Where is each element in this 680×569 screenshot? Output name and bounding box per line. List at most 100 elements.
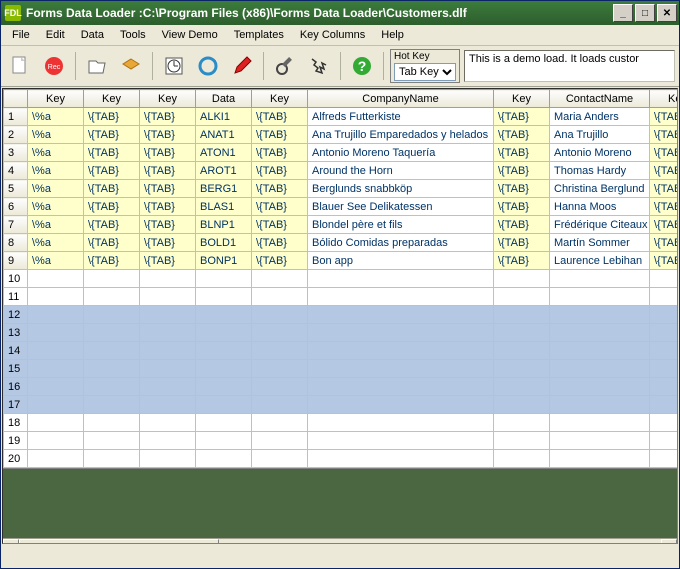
row-header[interactable]: 11 bbox=[4, 288, 28, 306]
minimize-button[interactable]: _ bbox=[613, 4, 633, 22]
titlebar[interactable]: FDL Forms Data Loader :C:\Program Files … bbox=[1, 1, 679, 25]
empty-cell[interactable] bbox=[140, 396, 196, 414]
row-header[interactable]: 12 bbox=[4, 306, 28, 324]
layer-icon[interactable] bbox=[116, 51, 146, 81]
col-header-key[interactable]: Key bbox=[140, 90, 196, 108]
empty-cell[interactable] bbox=[140, 432, 196, 450]
empty-cell[interactable] bbox=[650, 288, 679, 306]
col-header-key[interactable]: Key bbox=[84, 90, 140, 108]
key-cell[interactable]: \{TAB} bbox=[252, 216, 308, 234]
key-cell[interactable]: \{TAB} bbox=[494, 252, 550, 270]
empty-cell[interactable] bbox=[308, 432, 494, 450]
empty-cell[interactable] bbox=[252, 270, 308, 288]
empty-cell[interactable] bbox=[28, 306, 84, 324]
empty-cell[interactable] bbox=[550, 450, 650, 468]
row-header[interactable]: 13 bbox=[4, 324, 28, 342]
empty-cell[interactable] bbox=[28, 324, 84, 342]
key-cell[interactable]: \{TAB} bbox=[84, 180, 140, 198]
key-cell[interactable]: \{TAB} bbox=[252, 180, 308, 198]
hotkey-select[interactable]: Tab Key bbox=[394, 63, 456, 81]
col-header-key[interactable]: Key bbox=[252, 90, 308, 108]
empty-cell[interactable] bbox=[84, 432, 140, 450]
empty-cell[interactable] bbox=[252, 432, 308, 450]
key-cell[interactable]: \{TAB} bbox=[494, 162, 550, 180]
key-cell[interactable]: \{TAB} bbox=[252, 252, 308, 270]
refresh-icon[interactable] bbox=[193, 51, 223, 81]
key-cell[interactable]: \{TAB} bbox=[650, 252, 679, 270]
key-cell[interactable]: \{TAB} bbox=[140, 162, 196, 180]
empty-cell[interactable] bbox=[494, 288, 550, 306]
table-row[interactable]: 14 bbox=[4, 342, 679, 360]
data-cell[interactable]: BLAS1 bbox=[196, 198, 252, 216]
row-header[interactable]: 14 bbox=[4, 342, 28, 360]
empty-cell[interactable] bbox=[28, 432, 84, 450]
empty-cell[interactable] bbox=[252, 324, 308, 342]
empty-cell[interactable] bbox=[494, 450, 550, 468]
table-row[interactable]: 10 bbox=[4, 270, 679, 288]
key-cell[interactable]: \{TAB} bbox=[84, 144, 140, 162]
key-cell[interactable]: \{TAB} bbox=[140, 180, 196, 198]
empty-cell[interactable] bbox=[252, 414, 308, 432]
row-header[interactable]: 3 bbox=[4, 144, 28, 162]
corner-header[interactable] bbox=[4, 90, 28, 108]
menu-view-demo[interactable]: View Demo bbox=[155, 27, 225, 43]
empty-cell[interactable] bbox=[494, 324, 550, 342]
empty-cell[interactable] bbox=[252, 306, 308, 324]
empty-cell[interactable] bbox=[196, 414, 252, 432]
key-cell[interactable]: \{TAB} bbox=[84, 216, 140, 234]
key-cell[interactable]: \%a bbox=[28, 162, 84, 180]
run-icon[interactable] bbox=[304, 51, 334, 81]
row-header[interactable]: 16 bbox=[4, 378, 28, 396]
empty-cell[interactable] bbox=[196, 432, 252, 450]
key-cell[interactable]: \{TAB} bbox=[252, 108, 308, 126]
table-row[interactable]: 6\%a\{TAB}\{TAB}BLAS1\{TAB}Blauer See De… bbox=[4, 198, 679, 216]
key-cell[interactable]: \{TAB} bbox=[140, 108, 196, 126]
empty-cell[interactable] bbox=[650, 378, 679, 396]
company-cell[interactable]: Around the Horn bbox=[308, 162, 494, 180]
data-cell[interactable]: BLNP1 bbox=[196, 216, 252, 234]
empty-cell[interactable] bbox=[140, 324, 196, 342]
col-header-companyname[interactable]: CompanyName bbox=[308, 90, 494, 108]
table-row[interactable]: 9\%a\{TAB}\{TAB}BONP1\{TAB}Bon app\{TAB}… bbox=[4, 252, 679, 270]
settings-icon[interactable] bbox=[270, 51, 300, 81]
empty-cell[interactable] bbox=[550, 324, 650, 342]
empty-cell[interactable] bbox=[494, 432, 550, 450]
key-cell[interactable]: \%a bbox=[28, 252, 84, 270]
contact-cell[interactable]: Christina Berglund bbox=[550, 180, 650, 198]
empty-cell[interactable] bbox=[550, 306, 650, 324]
key-cell[interactable]: \{TAB} bbox=[494, 126, 550, 144]
col-header-key[interactable]: Key bbox=[494, 90, 550, 108]
key-cell[interactable]: \%a bbox=[28, 108, 84, 126]
key-cell[interactable]: \{TAB} bbox=[140, 252, 196, 270]
row-header[interactable]: 4 bbox=[4, 162, 28, 180]
key-cell[interactable]: \{TAB} bbox=[650, 162, 679, 180]
empty-cell[interactable] bbox=[196, 270, 252, 288]
empty-cell[interactable] bbox=[196, 342, 252, 360]
contact-cell[interactable]: Ana Trujillo bbox=[550, 126, 650, 144]
empty-cell[interactable] bbox=[28, 270, 84, 288]
empty-cell[interactable] bbox=[84, 450, 140, 468]
key-cell[interactable]: \{TAB} bbox=[650, 180, 679, 198]
table-row[interactable]: 5\%a\{TAB}\{TAB}BERG1\{TAB}Berglunds sna… bbox=[4, 180, 679, 198]
empty-cell[interactable] bbox=[84, 288, 140, 306]
key-cell[interactable]: \{TAB} bbox=[84, 162, 140, 180]
company-cell[interactable]: Bólido Comidas preparadas bbox=[308, 234, 494, 252]
new-icon[interactable] bbox=[5, 51, 35, 81]
menu-tools[interactable]: Tools bbox=[113, 27, 153, 43]
menu-file[interactable]: File bbox=[5, 27, 37, 43]
data-cell[interactable]: ALKI1 bbox=[196, 108, 252, 126]
data-cell[interactable]: BONP1 bbox=[196, 252, 252, 270]
empty-cell[interactable] bbox=[28, 288, 84, 306]
empty-cell[interactable] bbox=[308, 396, 494, 414]
empty-cell[interactable] bbox=[650, 306, 679, 324]
key-cell[interactable]: \{TAB} bbox=[84, 198, 140, 216]
contact-cell[interactable]: Antonio Moreno bbox=[550, 144, 650, 162]
empty-cell[interactable] bbox=[84, 270, 140, 288]
menu-help[interactable]: Help bbox=[374, 27, 411, 43]
key-cell[interactable]: \{TAB} bbox=[494, 144, 550, 162]
key-cell[interactable]: \%a bbox=[28, 180, 84, 198]
key-cell[interactable]: \{TAB} bbox=[252, 126, 308, 144]
key-cell[interactable]: \%a bbox=[28, 234, 84, 252]
col-header-data[interactable]: Data bbox=[196, 90, 252, 108]
scroll-right-icon[interactable]: ► bbox=[661, 539, 677, 544]
